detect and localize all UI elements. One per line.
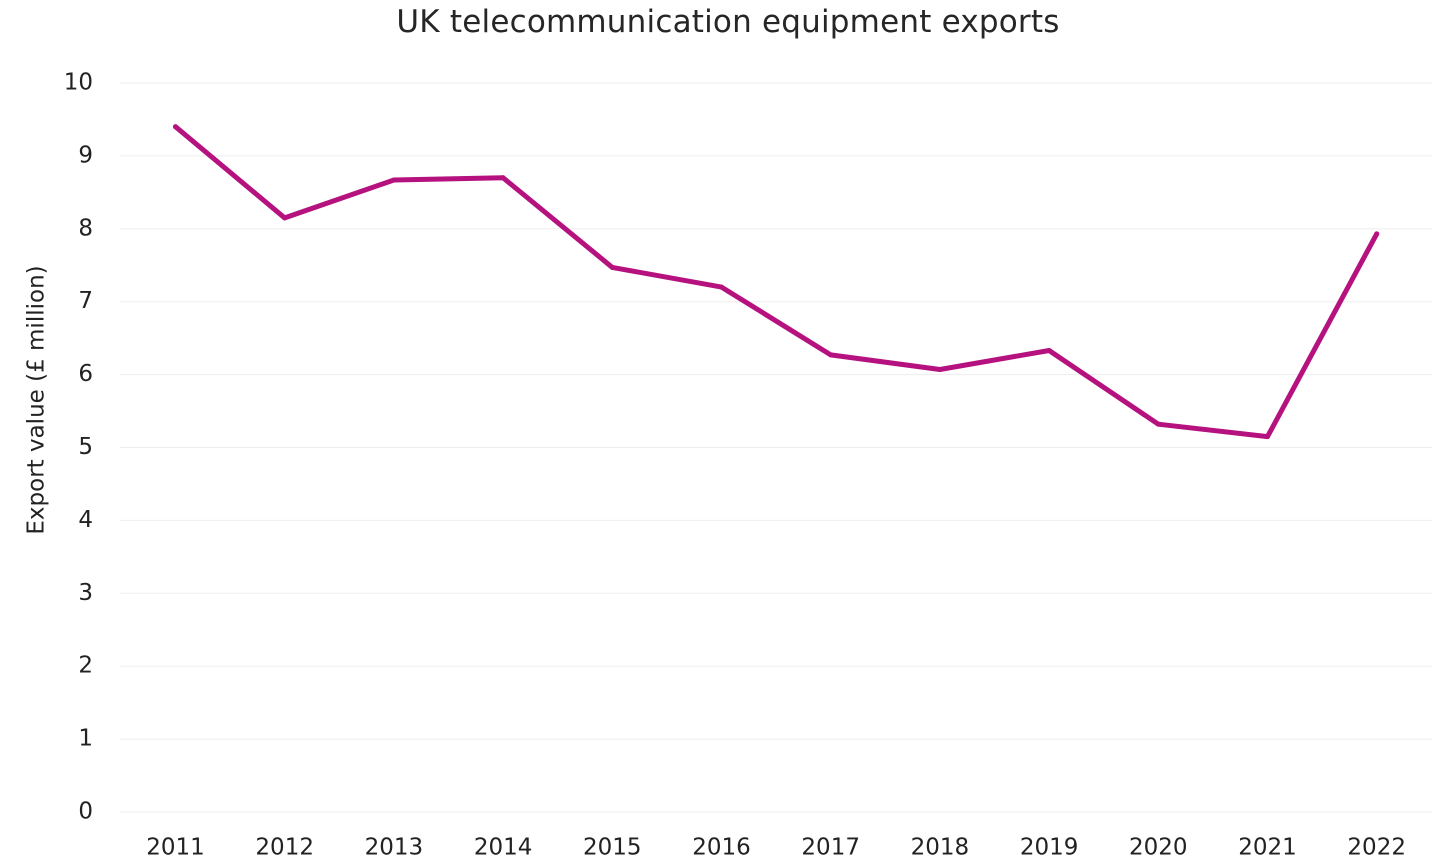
y-axis-ticks: 0 1 2 3 4 5 6 7 8 9 10 — [64, 70, 93, 825]
y-tick-label: 4 — [78, 507, 93, 533]
x-tick-label: 2015 — [583, 835, 642, 861]
y-tick-label: 8 — [78, 215, 93, 241]
x-tick-label: 2014 — [474, 835, 533, 861]
data-point-2015 — [609, 264, 615, 270]
data-point-2011 — [173, 124, 178, 130]
data-point-2018 — [937, 366, 943, 372]
x-tick-label: 2018 — [911, 835, 970, 861]
y-tick-label: 2 — [78, 653, 93, 679]
chart-title: UK telecommunication equipment exports — [396, 4, 1060, 40]
data-point-2013 — [391, 177, 397, 183]
data-point-2020 — [1155, 421, 1161, 427]
x-axis-ticks: 2011 2012 2013 2014 2015 2016 2017 2018 2019 2020… — [146, 835, 1406, 861]
gridlines — [120, 82, 1432, 813]
x-tick-label: 2013 — [365, 835, 424, 861]
x-tick-label: 2017 — [801, 835, 860, 861]
x-tick-label: 2020 — [1129, 835, 1188, 861]
x-tick-label: 2022 — [1347, 835, 1406, 861]
series-line-0 — [173, 124, 1380, 440]
y-tick-label: 1 — [78, 726, 93, 752]
y-tick-label: 5 — [78, 434, 93, 460]
x-tick-label: 2019 — [1020, 835, 1079, 861]
data-point-2019 — [1046, 348, 1052, 354]
data-point-2021 — [1265, 434, 1270, 440]
data-point-2017 — [828, 352, 834, 358]
y-tick-label: 3 — [78, 580, 93, 606]
y-tick-label: 10 — [64, 70, 93, 96]
y-tick-label: 9 — [78, 142, 93, 168]
x-tick-label: 2016 — [692, 835, 751, 861]
data-point-2012 — [282, 215, 288, 221]
x-tick-label: 2021 — [1238, 835, 1297, 861]
y-tick-label: 6 — [78, 361, 93, 387]
x-tick-label: 2011 — [146, 835, 205, 861]
y-axis-title: Export value (£ million) — [24, 265, 50, 534]
series-lines — [173, 124, 1380, 440]
data-point-2022 — [1374, 231, 1380, 237]
data-point-2014 — [500, 175, 506, 181]
x-tick-label: 2012 — [255, 835, 314, 861]
data-point-2016 — [719, 284, 724, 290]
y-tick-label: 0 — [78, 799, 93, 825]
y-tick-label: 7 — [78, 288, 93, 314]
